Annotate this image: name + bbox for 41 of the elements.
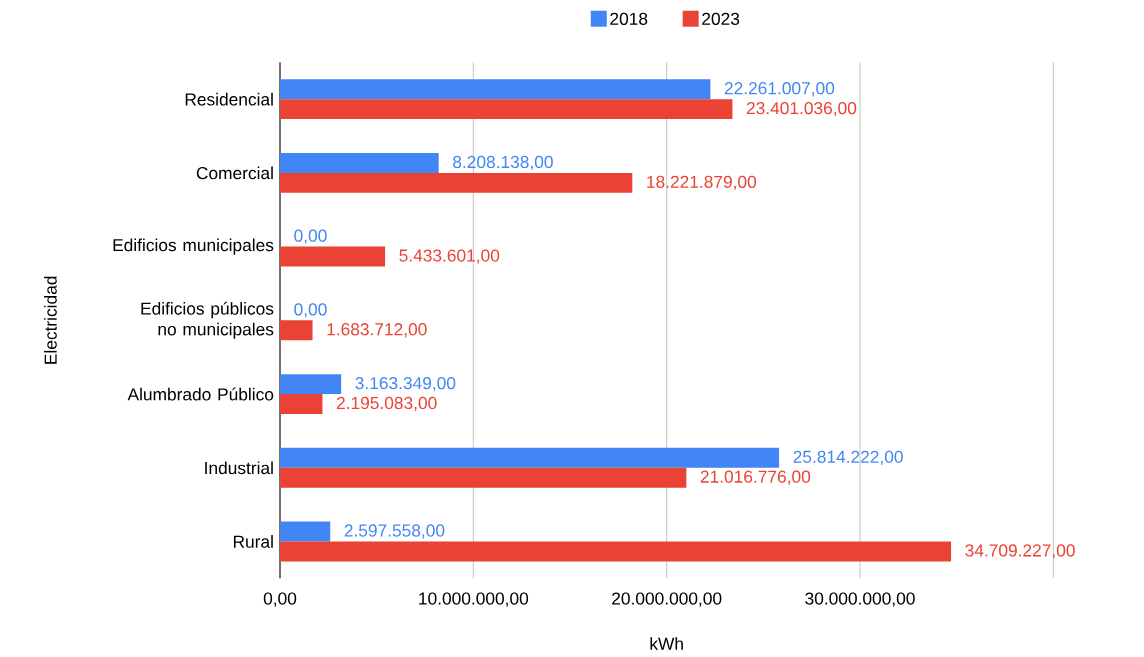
y-tick-label: Comercial: [196, 166, 273, 180]
bar: [280, 521, 331, 542]
data-label: 0,00: [294, 229, 327, 244]
y-tick-label: Edificios públicos no municipales: [141, 301, 274, 339]
bar: [280, 374, 342, 395]
x-tick-label: 10.000.000,00: [419, 592, 529, 607]
x-tick-label: 0,00: [263, 592, 297, 607]
y-tick-label: Residencial: [185, 92, 273, 106]
data-label: 3.163.349,00: [355, 376, 456, 392]
data-label: 23.401.036,00: [746, 101, 857, 117]
x-tick-label: 20.000.000,00: [612, 592, 722, 607]
bar: [280, 394, 323, 414]
bar: [280, 79, 711, 100]
x-axis-title: kWh: [650, 637, 683, 650]
bar: [280, 246, 386, 267]
data-label: 25.814.222,00: [793, 450, 903, 465]
y-tick-label: Alumbrado Público: [127, 387, 274, 401]
data-label: 8.208.138,00: [453, 155, 553, 171]
data-label: 2.195.083,00: [336, 396, 437, 412]
data-label: 5.433.601,00: [399, 249, 500, 264]
bar: [280, 153, 439, 173]
y-tick-label: Rural: [233, 535, 273, 548]
data-label: 1.683.712,00: [327, 323, 427, 338]
bar: [280, 467, 687, 488]
data-label: 34.709.227,00: [965, 544, 1075, 559]
x-tick-label: 30.000.000,00: [805, 592, 915, 607]
legend-label: 2018: [610, 12, 648, 25]
y-tick-label: Industrial: [205, 461, 273, 475]
y-axis-title: Electricidad: [44, 276, 57, 364]
bar: [280, 172, 633, 193]
legend-label: 2023: [702, 12, 740, 25]
data-label: 21.016.776,00: [700, 470, 811, 485]
bar: [280, 99, 733, 120]
data-label: 0,00: [294, 303, 327, 318]
data-label: 22.261.007,00: [724, 82, 835, 97]
data-label: 18.221.879,00: [647, 175, 757, 191]
data-label: 2.597.558,00: [344, 524, 445, 539]
bar: [280, 320, 313, 341]
bar: [280, 447, 780, 468]
y-tick-label: Edificios municipales: [113, 238, 274, 255]
bar: [280, 541, 952, 562]
